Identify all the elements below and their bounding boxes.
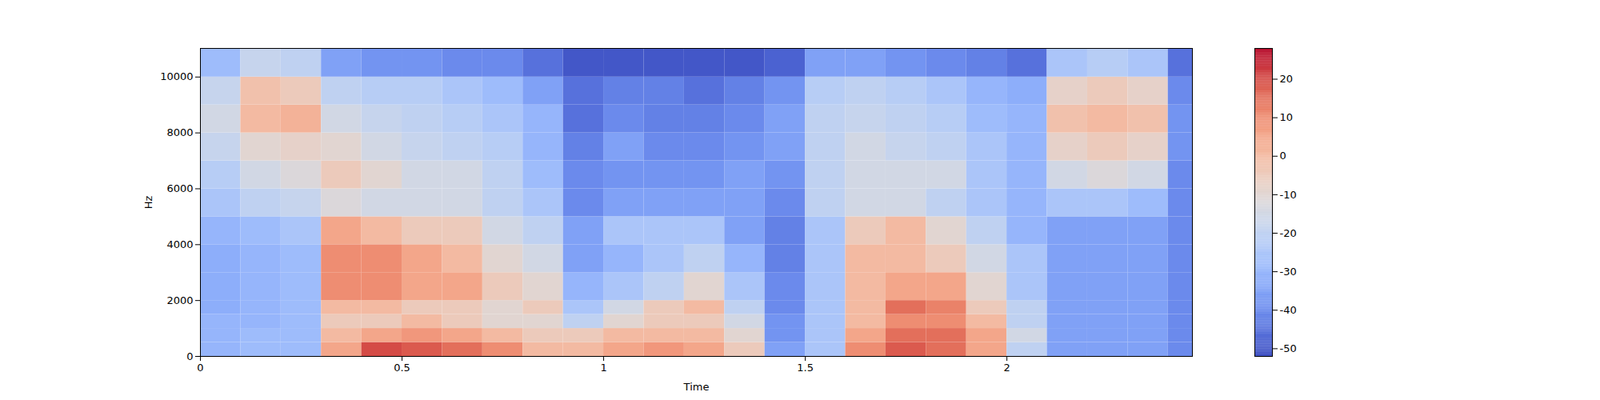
svg-text:6000: 6000 (166, 182, 193, 195)
svg-text:1: 1 (600, 361, 607, 374)
svg-text:0: 0 (1280, 149, 1287, 162)
svg-text:2: 2 (1003, 361, 1010, 374)
svg-text:-30: -30 (1280, 265, 1297, 278)
svg-text:-20: -20 (1280, 227, 1297, 240)
svg-text:8000: 8000 (166, 126, 193, 139)
svg-text:2000: 2000 (166, 294, 193, 307)
svg-text:1.5: 1.5 (796, 361, 814, 374)
svg-text:10000: 10000 (160, 70, 193, 83)
svg-text:20: 20 (1280, 72, 1294, 85)
svg-text:10: 10 (1280, 111, 1294, 124)
svg-text:0: 0 (196, 361, 204, 374)
svg-text:-50: -50 (1280, 342, 1297, 355)
svg-text:Time: Time (683, 380, 710, 393)
svg-text:Hz: Hz (142, 196, 155, 210)
svg-text:4000: 4000 (166, 238, 193, 251)
svg-text:-40: -40 (1280, 304, 1297, 316)
svg-text:-10: -10 (1280, 188, 1297, 201)
svg-text:0.5: 0.5 (393, 361, 411, 374)
svg-text:0: 0 (186, 350, 193, 363)
